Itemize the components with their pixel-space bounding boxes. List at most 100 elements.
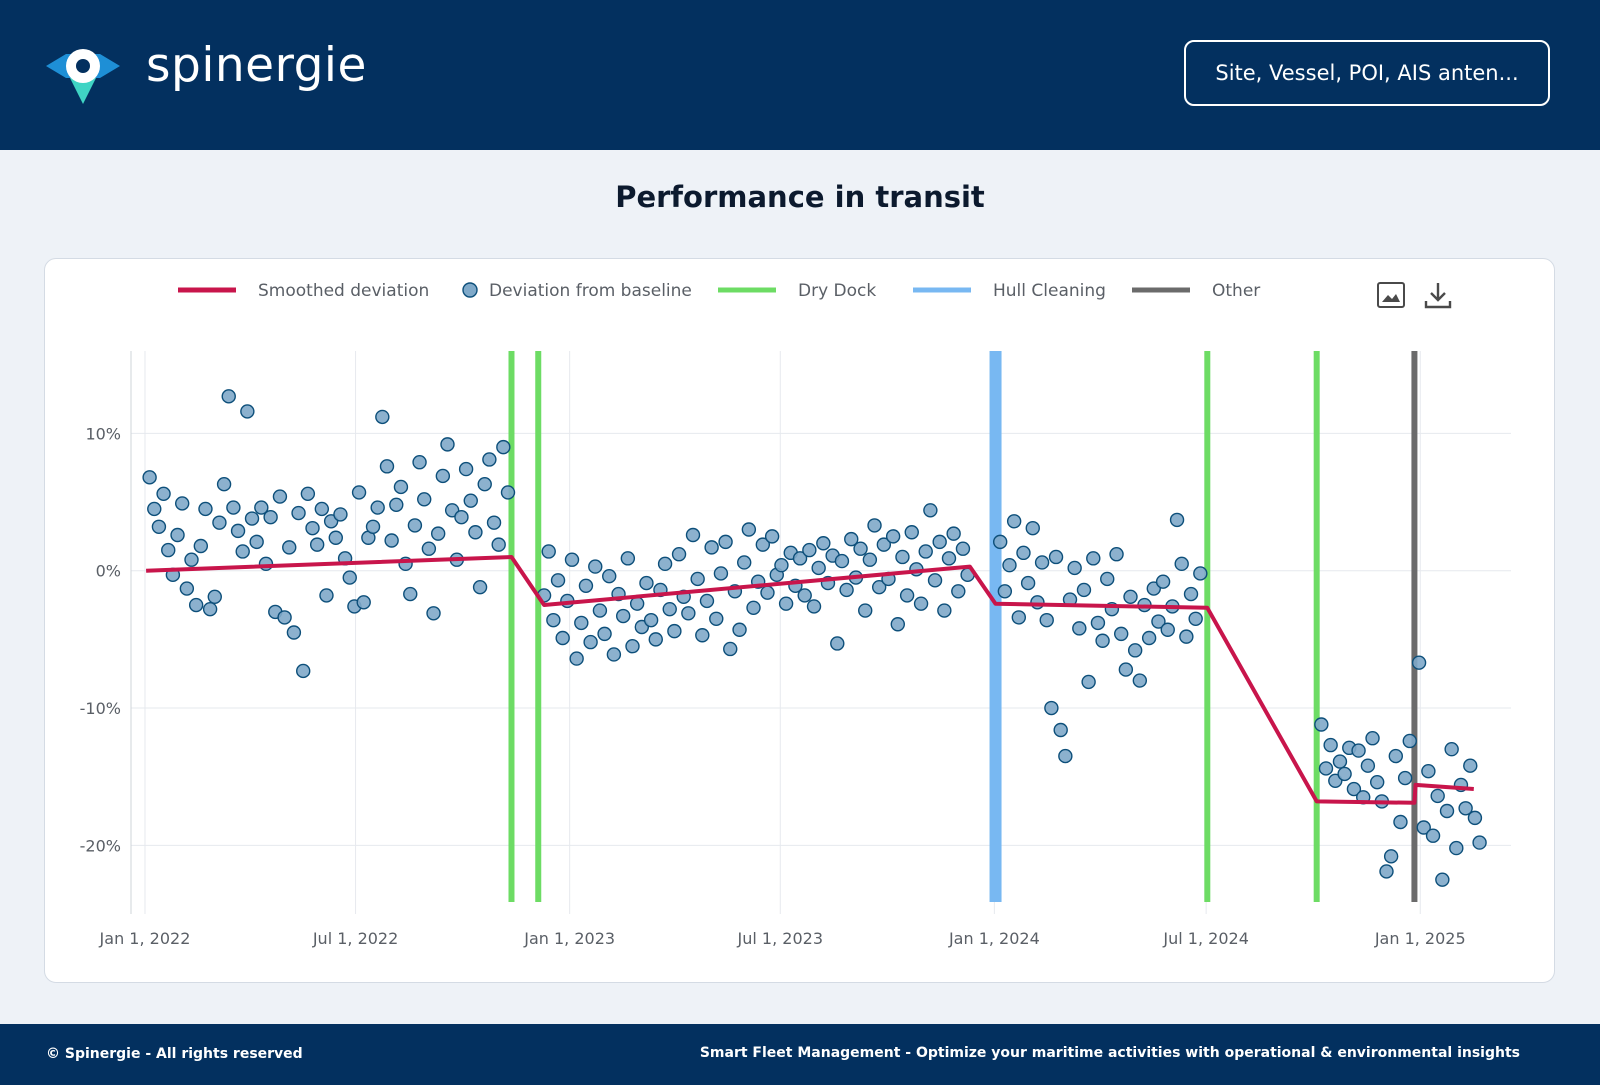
deviation-point[interactable] xyxy=(569,651,584,666)
deviation-point[interactable] xyxy=(578,578,594,594)
deviation-point[interactable] xyxy=(625,639,640,654)
deviation-point[interactable] xyxy=(1127,643,1143,658)
smoothed-deviation-line[interactable] xyxy=(146,555,1474,805)
deviation-point[interactable] xyxy=(226,500,241,515)
deviation-point[interactable] xyxy=(592,603,608,618)
deviation-point[interactable] xyxy=(699,593,715,609)
deviation-point[interactable] xyxy=(1034,555,1050,570)
deviation-point[interactable] xyxy=(147,501,162,517)
deviation-point[interactable] xyxy=(1360,758,1376,773)
deviation-point[interactable] xyxy=(937,603,952,618)
deviation-point[interactable] xyxy=(282,540,297,555)
deviation-point[interactable] xyxy=(184,552,199,567)
deviation-point[interactable] xyxy=(583,634,598,650)
deviation-point[interactable] xyxy=(212,515,227,530)
deviation-point[interactable] xyxy=(620,551,636,566)
deviation-point[interactable] xyxy=(500,485,516,500)
deviation-point[interactable] xyxy=(1444,742,1459,757)
deviation-point[interactable] xyxy=(904,525,919,540)
deviation-point[interactable] xyxy=(778,596,794,611)
deviation-point[interactable] xyxy=(941,551,957,566)
deviation-point[interactable] xyxy=(834,553,850,569)
deviation-point[interactable] xyxy=(1411,655,1427,670)
deviation-point[interactable] xyxy=(1053,722,1068,738)
deviation-point[interactable] xyxy=(955,541,971,556)
deviation-point[interactable] xyxy=(853,541,868,556)
deviation-point[interactable] xyxy=(760,585,775,600)
deviation-point[interactable] xyxy=(1425,828,1441,843)
deviation-point[interactable] xyxy=(216,476,232,492)
deviation-point[interactable] xyxy=(597,626,612,642)
deviation-point[interactable] xyxy=(277,610,292,625)
deviation-point[interactable] xyxy=(737,555,752,570)
deviation-point[interactable] xyxy=(871,579,887,595)
deviation-point[interactable] xyxy=(574,615,589,631)
deviation-point[interactable] xyxy=(899,588,915,603)
deviation-point[interactable] xyxy=(951,584,966,599)
deviation-point[interactable] xyxy=(412,455,427,470)
deviation-point[interactable] xyxy=(193,538,209,554)
deviation-point[interactable] xyxy=(1141,630,1157,646)
deviation-point[interactable] xyxy=(932,534,947,550)
deviation-point[interactable] xyxy=(1332,754,1348,769)
deviation-point[interactable] xyxy=(379,459,395,474)
deviation-point[interactable] xyxy=(351,485,367,500)
deviation-point[interactable] xyxy=(1151,614,1166,629)
deviation-point[interactable] xyxy=(496,439,511,455)
deviation-point[interactable] xyxy=(1179,629,1194,644)
deviation-point[interactable] xyxy=(1072,621,1087,636)
deviation-point[interactable] xyxy=(384,533,399,548)
deviation-point[interactable] xyxy=(546,612,561,628)
deviation-point[interactable] xyxy=(458,461,474,477)
deviation-point[interactable] xyxy=(997,584,1013,599)
deviation-point[interactable] xyxy=(198,501,213,517)
deviation-point[interactable] xyxy=(774,558,789,573)
deviation-point[interactable] xyxy=(407,518,423,533)
deviation-point[interactable] xyxy=(844,531,859,547)
deviation-point[interactable] xyxy=(305,520,320,536)
deviation-point[interactable] xyxy=(802,542,817,558)
deviation-point[interactable] xyxy=(1044,700,1059,716)
deviation-point[interactable] xyxy=(477,476,492,492)
deviation-point[interactable] xyxy=(713,566,729,581)
deviation-point[interactable] xyxy=(1193,566,1208,581)
deviation-point[interactable] xyxy=(709,611,724,626)
deviation-point[interactable] xyxy=(764,529,780,544)
deviation-point[interactable] xyxy=(657,556,673,572)
legend-item[interactable]: Other xyxy=(1132,281,1260,301)
deviation-point[interactable] xyxy=(946,526,961,541)
deviation-point[interactable] xyxy=(179,581,195,596)
deviation-point[interactable] xyxy=(1430,788,1445,804)
deviation-point[interactable] xyxy=(1118,662,1134,677)
legend-item[interactable]: Dry Dock xyxy=(718,281,876,301)
deviation-point[interactable] xyxy=(867,518,882,533)
deviation-point[interactable] xyxy=(328,530,343,545)
deviation-point[interactable] xyxy=(550,573,566,588)
deviation-point[interactable] xyxy=(403,586,418,602)
deviation-point[interactable] xyxy=(1449,840,1464,856)
deviation-point[interactable] xyxy=(417,492,432,507)
deviation-point[interactable] xyxy=(291,505,306,521)
deviation-point[interactable] xyxy=(1095,633,1110,648)
deviation-point[interactable] xyxy=(704,540,719,555)
deviation-point[interactable] xyxy=(1467,810,1483,826)
deviation-point[interactable] xyxy=(662,601,677,617)
deviation-point[interactable] xyxy=(309,537,325,552)
deviation-point[interactable] xyxy=(1463,758,1478,773)
deviation-point[interactable] xyxy=(454,509,469,525)
deviation-point[interactable] xyxy=(695,628,710,643)
deviation-point[interactable] xyxy=(1393,814,1408,830)
image-download-icon[interactable] xyxy=(1377,282,1405,308)
deviation-point[interactable] xyxy=(235,544,250,559)
deviation-point[interactable] xyxy=(151,519,167,534)
deviation-point[interactable] xyxy=(435,468,451,484)
deviation-point[interactable] xyxy=(1337,766,1352,782)
deviation-point[interactable] xyxy=(1039,612,1054,628)
deviation-point[interactable] xyxy=(174,496,190,511)
deviation-point[interactable] xyxy=(491,537,506,552)
deviation-point[interactable] xyxy=(858,603,873,618)
deviation-point[interactable] xyxy=(816,536,831,551)
deviation-point[interactable] xyxy=(1318,761,1334,776)
deviation-point[interactable] xyxy=(161,542,176,558)
deviation-point[interactable] xyxy=(629,596,645,611)
